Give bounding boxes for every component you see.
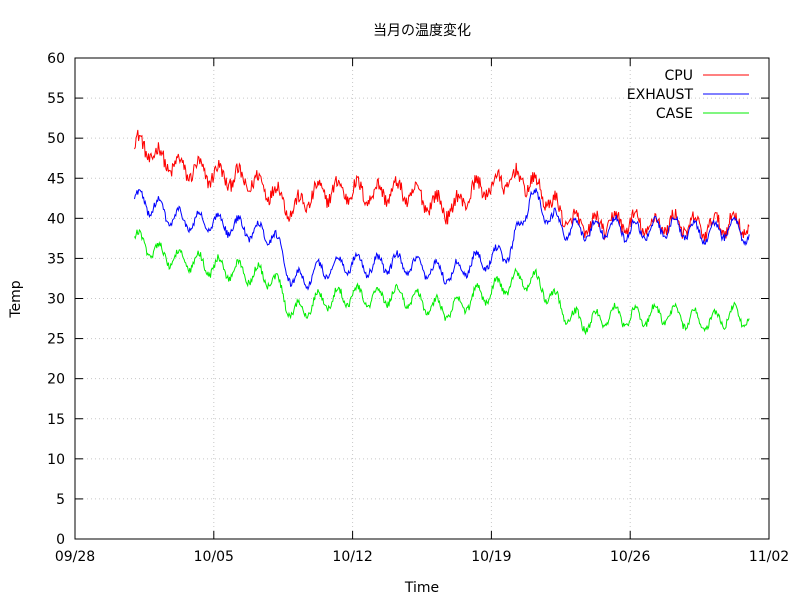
series-line-case [134,228,750,336]
y-tick-label: 0 [56,532,65,548]
chart-title: 当月の温度変化 [373,22,471,39]
y-tick-label: 10 [47,452,65,468]
y-tick-label: 25 [47,332,65,348]
y-tick-label: 55 [47,91,65,107]
legend-label: CPU [665,68,693,84]
y-axis-label: Temp [8,280,24,318]
x-axis-label: Time [404,580,439,596]
series-line-exhaust [134,188,750,291]
x-tick-label: 10/12 [332,549,372,565]
x-tick-label: 09/28 [55,549,95,565]
y-tick-label: 45 [47,171,65,187]
y-tick-label: 5 [56,492,65,508]
legend-label: CASE [656,106,693,122]
series-line-cpu [134,129,750,242]
grid [75,58,769,539]
y-tick-label: 35 [47,251,65,267]
y-tick-label: 40 [47,211,65,227]
legend: CPU EXHAUST CASE [627,68,749,122]
y-tick-label: 50 [47,131,65,147]
x-tick-label: 10/05 [194,549,234,565]
legend-label: EXHAUST [627,87,694,103]
x-tick-label: 11/02 [749,549,789,565]
y-tick-label: 15 [47,412,65,428]
y-tick-label: 60 [47,51,65,67]
axis-ticks: 0 5 10 15 20 25 30 35 40 45 50 55 60 09/28 10/05 10/12 1… [47,51,789,565]
x-tick-label: 10/26 [610,549,650,565]
y-tick-label: 30 [47,292,65,308]
series-lines [134,129,750,336]
y-tick-label: 20 [47,372,65,388]
x-tick-label: 10/19 [471,549,511,565]
